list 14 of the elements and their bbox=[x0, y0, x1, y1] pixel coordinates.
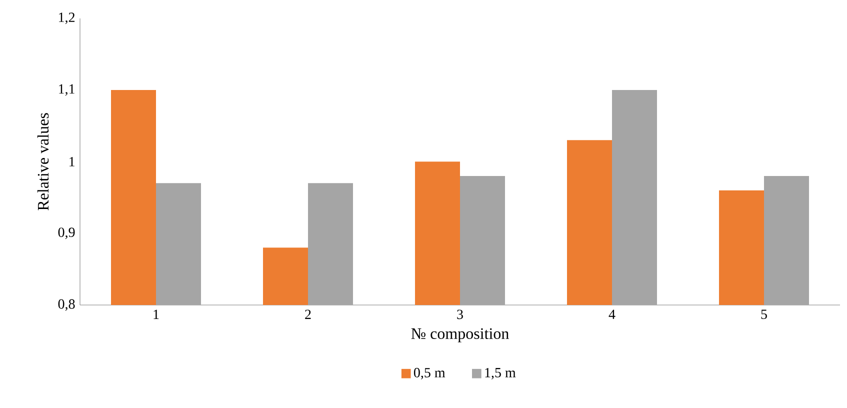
y-tick-label: 0,8 bbox=[58, 299, 75, 311]
x-tick-label: 1 bbox=[154, 310, 159, 319]
x-tick-label: 5 bbox=[761, 310, 767, 320]
x-axis-title: № composition bbox=[411, 328, 509, 342]
legend-label: 0,5 m bbox=[414, 368, 446, 380]
x-tick-label: 3 bbox=[457, 310, 463, 320]
y-tick-label: 1,2 bbox=[59, 12, 75, 24]
y-tick-label: 0,9 bbox=[58, 228, 75, 240]
y-tick-label: 1,1 bbox=[59, 84, 74, 96]
x-tick-label: 4 bbox=[608, 310, 616, 319]
y-tick-label: 1 bbox=[70, 157, 74, 166]
legend-label: 1,5 m bbox=[485, 368, 516, 380]
y-axis-title: Relative values bbox=[37, 113, 49, 210]
x-tick-label: 2 bbox=[305, 310, 311, 319]
